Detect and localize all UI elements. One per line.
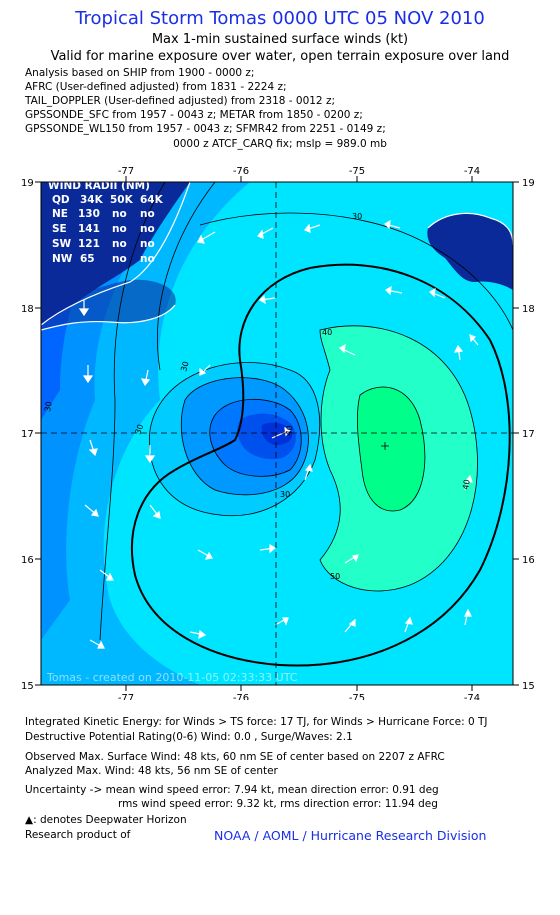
wind-radii-header: QD (52, 194, 70, 206)
wind-radii-title: WIND RADII (NM) (48, 180, 150, 192)
lon-tick-label: -75 (349, 693, 365, 700)
wind-radii-cell: no (112, 238, 127, 250)
lon-tick-label: -76 (233, 693, 249, 700)
contour-label: 40 (284, 425, 295, 437)
wind-radii-table: WIND RADII (NM) QD 34K 50K 64K NE 130 no… (48, 180, 164, 265)
fix-line: 0000 z ATCF_CARQ fix; mslp = 989.0 mb (173, 138, 387, 150)
wind-radii-cell: no (112, 223, 127, 235)
lon-tick-label: -74 (464, 693, 480, 700)
wind-radii-cell: 121 (78, 238, 100, 250)
lon-tick-label: -77 (118, 166, 134, 177)
uncertainty-line-rms: rms wind speed error: 9.32 kt, rms direc… (118, 798, 438, 810)
research-label: Research product of (25, 829, 131, 841)
lat-tick-label: 18 (522, 304, 535, 315)
wind-radii-header: 34K (80, 194, 104, 206)
contour-field: 30 30 30 30 30 40 40 40 50 WIND RADII (N… (41, 180, 513, 685)
wind-analysis-map: 30 30 30 30 30 40 40 40 50 WIND RADII (N… (21, 166, 535, 700)
observed-max-line: Observed Max. Surface Wind: 48 kts, 60 n… (25, 751, 445, 763)
contour-label: 30 (352, 212, 362, 221)
subtitle-exposure: Valid for marine exposure over water, op… (50, 49, 510, 64)
wind-radii-cell: SW (52, 238, 72, 250)
lat-tick-label: 18 (21, 304, 34, 315)
wind-radii-cell: NE (52, 208, 68, 220)
lat-tick-label: 19 (21, 178, 34, 189)
lon-tick-label: -75 (349, 166, 365, 177)
wind-radii-cell: no (112, 208, 127, 220)
wind-radii-cell: NW (52, 253, 73, 265)
contour-label: 30 (179, 360, 190, 372)
wind-radii-header: 64K (140, 194, 164, 206)
contour-label: 30 (280, 490, 290, 499)
noaa-link[interactable]: NOAA / AOML / Hurricane Research Divisio… (214, 828, 487, 843)
wind-radii-cell: no (140, 208, 155, 220)
wind-radii-cell: no (140, 238, 155, 250)
deepwater-legend: ▲: denotes Deepwater Horizon (25, 814, 187, 826)
lat-tick-label: 17 (522, 429, 535, 440)
contour-label: 40 (461, 479, 472, 491)
source-line: TAIL_DOPPLER (User-defined adjusted) fro… (25, 95, 335, 107)
wind-radii-cell: 141 (78, 223, 100, 235)
wind-radii-cell: 130 (78, 208, 100, 220)
lat-tick-label: 15 (522, 681, 535, 692)
wind-radii-cell: no (140, 223, 155, 235)
deepwater-text: : denotes Deepwater Horizon (33, 814, 187, 826)
wind-radii-cell: 65 (80, 253, 95, 265)
wind-radii-cell: no (112, 253, 127, 265)
lat-tick-label: 17 (21, 429, 34, 440)
contour-label: 30 (133, 423, 145, 436)
wind-vectors (78, 219, 479, 649)
source-line: GPSSONDE_WL150 from 1957 - 0043 z; SFMR4… (25, 123, 386, 135)
source-line: AFRC (User-defined adjusted) from 1831 -… (25, 81, 287, 93)
ike-line: Integrated Kinetic Energy: for Winds > T… (25, 716, 488, 728)
lat-tick-label: 15 (21, 681, 34, 692)
contour-label: 30 (43, 401, 54, 413)
wind-radii-header: 50K (110, 194, 134, 206)
lat-tick-label: 16 (21, 555, 34, 566)
max-wind-marker (381, 442, 389, 450)
uncertainty-line: Uncertainty -> mean wind speed error: 7.… (25, 784, 439, 796)
lon-tick-label: -77 (118, 693, 134, 700)
lat-tick-label: 16 (522, 555, 535, 566)
dpr-line: Destructive Potential Rating(0-6) Wind: … (25, 731, 353, 743)
source-line: Analysis based on SHIP from 1900 - 0000 … (25, 67, 255, 79)
lon-tick-label: -74 (464, 166, 480, 177)
chart-title: Tropical Storm Tomas 0000 UTC 05 NOV 201… (75, 8, 485, 29)
contour-label: 40 (322, 328, 332, 337)
contour-label: 50 (330, 572, 340, 581)
creation-watermark: Tomas - created on 2010-11-05 02:33:33 U… (46, 671, 298, 684)
lon-tick-label: -76 (233, 166, 249, 177)
wind-radii-cell: no (140, 253, 155, 265)
analyzed-max-line: Analyzed Max. Wind: 48 kts, 56 nm SE of … (25, 765, 278, 777)
wind-radii-cell: SE (52, 223, 67, 235)
deepwater-icon: ▲ (25, 814, 34, 826)
source-line: GPSSONDE_SFC from 1957 - 0043 z; METAR f… (25, 109, 363, 121)
lat-tick-label: 19 (522, 178, 535, 189)
subtitle-wind: Max 1-min sustained surface winds (kt) (151, 32, 409, 47)
axis-ticks (35, 176, 519, 691)
